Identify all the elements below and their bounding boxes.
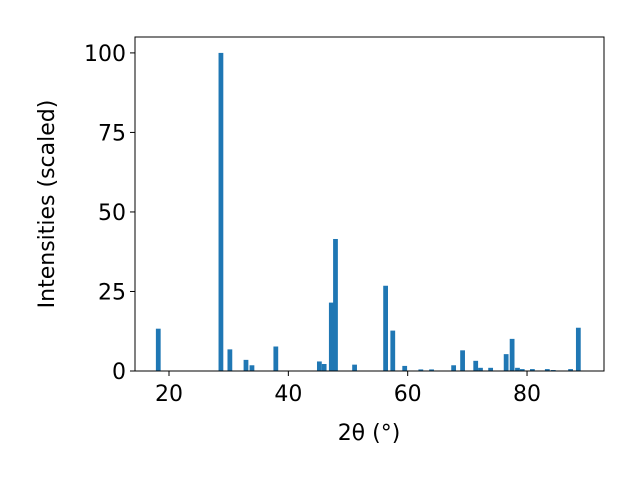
bar — [243, 359, 249, 371]
y-tick-label: 25 — [98, 280, 126, 305]
y-tick-label: 75 — [98, 121, 126, 146]
bar — [390, 330, 396, 371]
bar — [519, 369, 525, 371]
bar — [530, 369, 535, 371]
y-tick-label: 50 — [98, 201, 126, 226]
bar — [402, 365, 408, 371]
bar — [473, 360, 479, 371]
x-tick-label: 20 — [155, 382, 183, 407]
x-axis-label: 2θ (°) — [338, 421, 401, 446]
bar — [316, 361, 322, 371]
bar — [509, 338, 515, 371]
bar — [503, 354, 509, 371]
bar — [249, 365, 255, 371]
x-tick-label: 40 — [274, 382, 302, 407]
bar — [218, 52, 224, 372]
bar — [488, 367, 494, 371]
plot-frame — [134, 36, 605, 372]
bar — [155, 328, 161, 371]
bar — [568, 369, 573, 371]
bar — [478, 367, 483, 371]
bar — [328, 302, 334, 371]
bar — [451, 365, 457, 371]
bar — [429, 369, 434, 371]
bar — [333, 238, 338, 371]
bar — [515, 367, 520, 371]
x-tick-label: 80 — [513, 382, 541, 407]
bar — [418, 369, 424, 371]
y-tick-label: 100 — [84, 42, 126, 67]
bar — [460, 350, 465, 371]
bar — [352, 364, 357, 371]
y-axis-label: Intensities (scaled) — [35, 100, 60, 309]
bar — [575, 327, 581, 371]
bar — [544, 369, 550, 371]
bar — [227, 349, 233, 371]
bar — [273, 346, 279, 371]
bar — [321, 364, 327, 371]
bar — [383, 285, 388, 371]
y-tick-label: 0 — [112, 360, 126, 385]
x-tick-label: 60 — [394, 382, 422, 407]
